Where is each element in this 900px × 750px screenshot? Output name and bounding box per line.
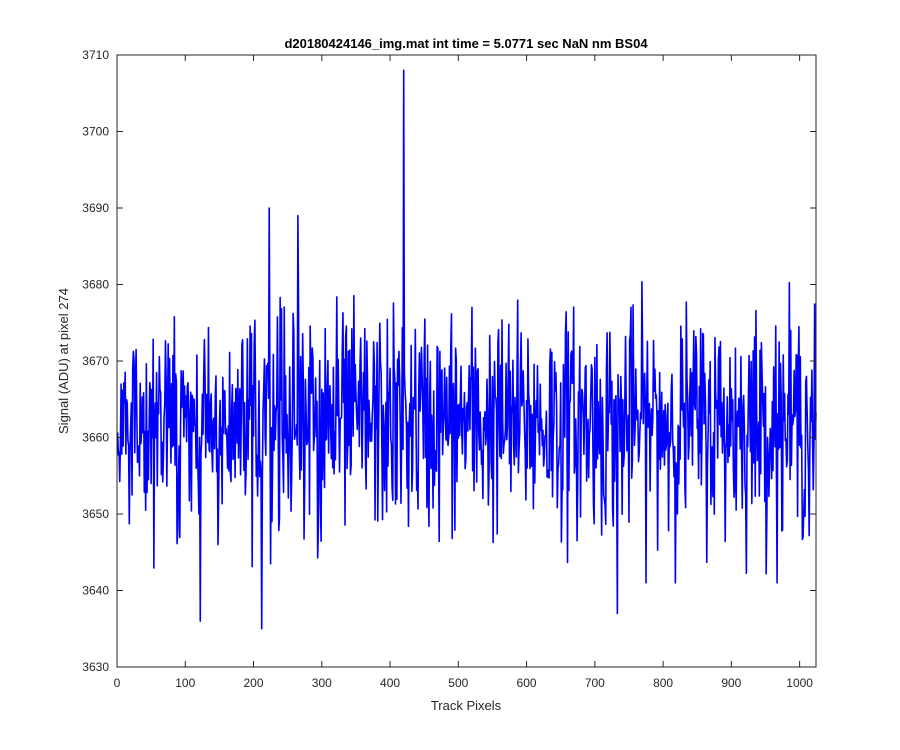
x-tick-label: 700	[585, 676, 605, 690]
series-layer	[116, 69, 817, 630]
x-tick-label: 1000	[786, 676, 813, 690]
y-tick-label: 3690	[82, 201, 109, 215]
x-tick-label: 0	[114, 676, 121, 690]
y-axis-label: Signal (ADU) at pixel 274	[56, 288, 71, 434]
y-tick-label: 3700	[82, 125, 109, 139]
y-tick-label: 3650	[82, 507, 109, 521]
x-tick-label: 100	[175, 676, 195, 690]
chart-title: d20180424146_img.mat int time = 5.0771 s…	[284, 36, 648, 51]
y-tick-label: 3710	[82, 48, 109, 62]
y-tick-label: 3670	[82, 354, 109, 368]
x-tick-label: 500	[448, 676, 468, 690]
y-axis: 3630 3640 3650 3660 3670 3680 3690 3700 3710	[82, 48, 816, 674]
x-tick-label: 400	[380, 676, 400, 690]
axes-area	[117, 55, 816, 667]
x-tick-label: 300	[312, 676, 332, 690]
y-tick-label: 3640	[82, 584, 109, 598]
y-tick-label: 3630	[82, 660, 109, 674]
signal-series-line	[116, 69, 817, 630]
x-tick-label: 200	[244, 676, 264, 690]
x-tick-label: 900	[721, 676, 741, 690]
y-tick-label: 3680	[82, 278, 109, 292]
y-tick-label: 3660	[82, 431, 109, 445]
x-axis-label: Track Pixels	[431, 698, 502, 713]
x-tick-label: 800	[653, 676, 673, 690]
x-tick-label: 600	[517, 676, 537, 690]
x-axis: 0 100 200 300 400 500 600 700 800 900 1000	[114, 55, 813, 690]
